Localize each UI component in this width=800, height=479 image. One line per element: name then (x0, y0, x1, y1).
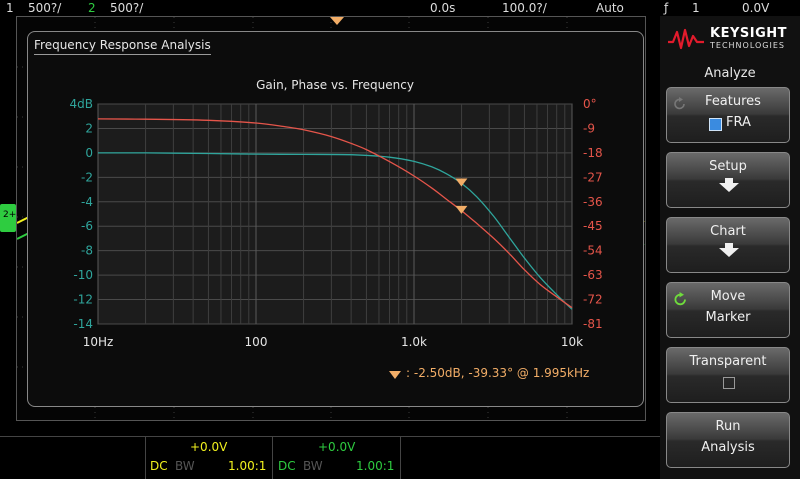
ch1-bw-limit: BW (175, 459, 195, 473)
y-left-tick-label: -4 (81, 195, 93, 209)
fra-panel-title: Frequency Response Analysis (34, 38, 211, 55)
chart-markers[interactable] (455, 178, 468, 214)
ch2-coupling: DC (278, 459, 296, 473)
trigger-edge-icon[interactable]: ƒ (664, 1, 669, 15)
y-left-tick-label: 2 (85, 121, 93, 135)
brand-name: KEYSIGHT (710, 26, 787, 41)
y-right-tick-label: -36 (583, 195, 603, 209)
submenu-arrow-icon (719, 178, 739, 192)
trigger-source[interactable]: 1 (692, 1, 700, 15)
ch2-offset[interactable]: +0.0V (318, 440, 356, 454)
marker-readout: : -2.50dB, -39.33° @ 1.995kHz (406, 366, 590, 380)
ch2-probe: 1.00:1 (356, 459, 395, 473)
setup-button[interactable]: Setup (666, 152, 790, 208)
x-tick-label: 10Hz (83, 335, 114, 349)
brand-subtitle: TECHNOLOGIES (710, 41, 785, 50)
analysis-label: Analysis (701, 440, 755, 455)
features-button[interactable]: Features FRA (666, 87, 790, 143)
ground-marker-label: 2+ (3, 210, 17, 220)
move-label: Move (710, 289, 746, 304)
transparent-button[interactable]: Transparent (666, 347, 790, 403)
y-right-tick-label: -9 (583, 121, 595, 135)
rotate-knob-icon (674, 292, 686, 306)
setup-label: Setup (709, 159, 747, 174)
features-value: FRA (726, 115, 751, 130)
time-position[interactable]: 0.0s (430, 1, 456, 15)
y-right-tick-label: -45 (583, 219, 603, 233)
y-right-tick-label: -81 (583, 317, 603, 331)
chart-title: Gain, Phase vs. Frequency (256, 78, 414, 92)
y-left-tick-label: 4dB (70, 97, 93, 111)
ch2-number[interactable]: 2 (88, 1, 96, 15)
phase-series-line (97, 118, 573, 309)
menu-title: Analyze (704, 66, 756, 81)
trigger-mode[interactable]: Auto (596, 1, 624, 15)
y-right-tick-label: -18 (583, 146, 603, 160)
chart-ticks: 4dB 2 0 -2 -4 -6 -8 -10 -12 -14 0° -9 -18 -27 -36 -45 -5… (70, 97, 603, 349)
time-scale[interactable]: 100.0?/ (502, 1, 547, 15)
ch1-offset[interactable]: +0.0V (190, 440, 228, 454)
ch1-scale[interactable]: 500?/ (28, 1, 62, 15)
y-left-tick-label: 0 (85, 146, 93, 160)
ch2-scale[interactable]: 500?/ (110, 1, 144, 15)
chart-label: Chart (710, 224, 746, 239)
ch1-coupling: DC (150, 459, 168, 473)
ch1-probe: 1.00:1 (228, 459, 267, 473)
features-label: Features (705, 94, 761, 109)
channel-info-bar: +0.0V DC BW 1.00:1 +0.0V DC BW 1.00:1 (0, 419, 660, 479)
y-left-tick-label: -10 (73, 268, 93, 282)
y-left-tick-label: -14 (73, 317, 93, 331)
x-tick-label: 10k (561, 335, 583, 349)
ch1-number[interactable]: 1 (6, 1, 14, 15)
status-bar: 1 500?/ 2 500?/ 0.0s 100.0?/ Auto (0, 0, 660, 16)
y-left-tick-label: -12 (73, 293, 93, 307)
y-left-tick-label: -6 (81, 219, 93, 233)
phase-marker-icon[interactable] (455, 205, 468, 214)
trigger-level[interactable]: 0.0V (742, 1, 770, 15)
trigger-status: ƒ 1 0.0V (660, 0, 800, 16)
x-tick-label: 100 (245, 335, 268, 349)
chart-button[interactable]: Chart (666, 217, 790, 273)
y-left-tick-label: -8 (81, 244, 93, 258)
checkbox-icon (709, 118, 722, 131)
submenu-arrow-icon (719, 243, 739, 257)
x-tick-label: 1.0k (401, 335, 427, 349)
gain-marker-icon[interactable] (455, 178, 468, 187)
y-right-tick-label: -63 (583, 268, 603, 282)
marker-readout-icon (389, 371, 401, 379)
y-right-tick-label: -72 (583, 293, 603, 307)
marker-label: Marker (705, 310, 751, 325)
ch2-bw-limit: BW (303, 459, 323, 473)
transparent-label: Transparent (689, 354, 767, 369)
y-right-tick-label: -27 (583, 170, 603, 184)
plot-area (97, 103, 573, 325)
chart-gridlines (97, 103, 573, 325)
y-right-tick-label: 0° (583, 97, 597, 111)
ch2-ground-marker-icon[interactable] (0, 204, 16, 232)
chart-series (97, 118, 573, 310)
checkbox-icon (723, 377, 735, 389)
rotate-knob-icon (674, 97, 685, 110)
run-analysis-button[interactable]: Run Analysis (666, 412, 790, 468)
keysight-logo-icon (668, 28, 704, 50)
y-right-tick-label: -54 (583, 244, 603, 258)
gain-series-line (97, 152, 573, 310)
move-marker-button[interactable]: Move Marker (666, 282, 790, 338)
y-left-tick-label: -2 (81, 170, 93, 184)
trigger-position-marker-icon[interactable] (330, 17, 344, 26)
run-label: Run (715, 419, 741, 434)
